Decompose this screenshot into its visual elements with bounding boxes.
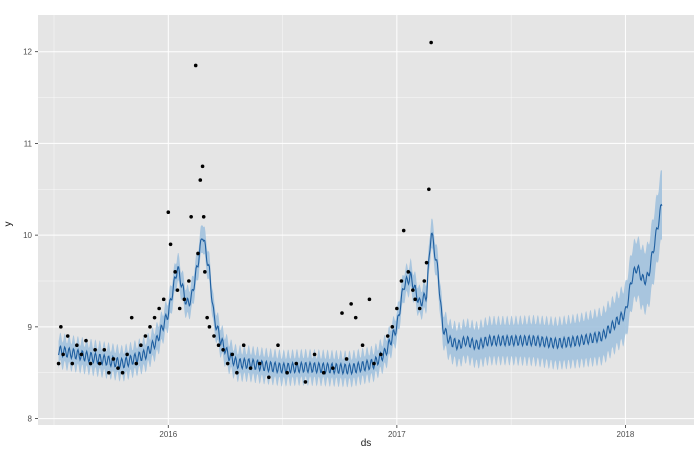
observed-point — [79, 352, 84, 357]
observed-point — [166, 210, 171, 214]
y-tick-label: 11 — [24, 139, 33, 148]
observed-point — [129, 315, 134, 320]
observed-point — [168, 242, 173, 247]
observed-point — [56, 361, 61, 366]
observed-point — [177, 306, 182, 311]
observed-point — [390, 325, 395, 329]
observed-point — [424, 260, 429, 265]
observed-point — [216, 343, 221, 348]
observed-point — [70, 361, 75, 366]
y-tick-label: 12 — [23, 48, 32, 57]
observed-point — [173, 270, 177, 274]
observed-point — [276, 343, 280, 348]
observed-point — [97, 361, 102, 366]
observed-point — [107, 370, 111, 375]
observed-point — [196, 251, 200, 256]
observed-point — [413, 297, 417, 302]
observed-point — [61, 352, 65, 357]
observed-point — [344, 357, 349, 361]
observed-point — [84, 338, 88, 343]
observed-point — [225, 361, 230, 366]
observed-point — [205, 315, 209, 320]
observed-point — [303, 380, 308, 384]
observed-point — [207, 325, 212, 329]
observed-point — [372, 361, 376, 366]
y-axis-ticks: 8 9 10 11 12 — [23, 48, 38, 424]
observed-point — [422, 279, 427, 283]
observed-point — [379, 352, 383, 357]
y-tick-label: 9 — [28, 323, 33, 332]
y-tick-label: 8 — [28, 415, 33, 424]
x-tick-label: 2017 — [388, 430, 406, 439]
observed-point — [401, 228, 406, 233]
observed-point — [75, 343, 79, 348]
observed-point — [399, 279, 404, 283]
observed-point — [116, 366, 120, 370]
observed-point — [148, 325, 152, 329]
observed-point — [198, 178, 203, 182]
observed-point — [193, 63, 198, 68]
observed-point — [93, 347, 97, 352]
observed-point — [331, 366, 335, 370]
x-axis-title: ds — [361, 438, 372, 449]
observed-point — [321, 370, 326, 375]
observed-point — [189, 214, 193, 219]
observed-point — [385, 334, 390, 338]
y-axis-title: y — [3, 222, 14, 227]
observed-point — [201, 214, 206, 219]
y-tick-label: 10 — [23, 231, 32, 240]
observed-point — [367, 297, 372, 302]
observed-point — [353, 315, 358, 320]
observed-point — [125, 352, 129, 357]
observed-point — [111, 357, 116, 361]
observed-point — [182, 297, 187, 302]
observed-point — [235, 370, 239, 375]
observed-point — [187, 279, 191, 283]
observed-point — [360, 343, 365, 348]
major-gridlines — [38, 15, 694, 425]
observed-point — [340, 311, 344, 315]
observed-point — [411, 288, 415, 292]
observed-point — [120, 370, 125, 375]
observed-point — [427, 187, 431, 192]
observed-point — [134, 361, 139, 366]
observed-point — [102, 347, 107, 352]
uncertainty-band — [58, 169, 662, 388]
observed-point — [417, 306, 422, 311]
observed-point — [312, 352, 317, 357]
x-tick-label: 2016 — [159, 430, 177, 439]
observed-point — [161, 297, 166, 302]
observed-point — [143, 334, 148, 338]
observed-point — [248, 366, 253, 370]
observed-point — [65, 334, 70, 338]
observed-point — [139, 343, 143, 348]
observed-point — [230, 352, 235, 357]
forecast-line-layer — [58, 203, 663, 376]
observed-point — [395, 306, 399, 311]
observed-point — [203, 270, 207, 274]
observed-point — [88, 361, 93, 366]
observed-point — [212, 334, 216, 338]
observed-point — [429, 40, 433, 45]
observed-point — [285, 370, 289, 375]
observed-points-layer — [56, 40, 433, 384]
x-tick-label: 2018 — [617, 430, 635, 439]
x-axis-ticks: 2016 2017 2018 — [159, 425, 635, 439]
uncertainty-band-layer — [58, 169, 662, 388]
observed-point — [349, 302, 353, 306]
observed-point — [152, 315, 157, 320]
observed-point — [241, 343, 246, 348]
observed-point — [200, 164, 205, 169]
observed-point — [221, 347, 225, 352]
observed-point — [294, 361, 299, 366]
observed-point — [406, 270, 411, 274]
observed-point — [257, 361, 262, 366]
observed-point — [267, 375, 271, 380]
observed-point — [59, 325, 63, 329]
forecast-line — [58, 203, 663, 376]
observed-point — [157, 306, 161, 311]
observed-point — [175, 288, 180, 292]
